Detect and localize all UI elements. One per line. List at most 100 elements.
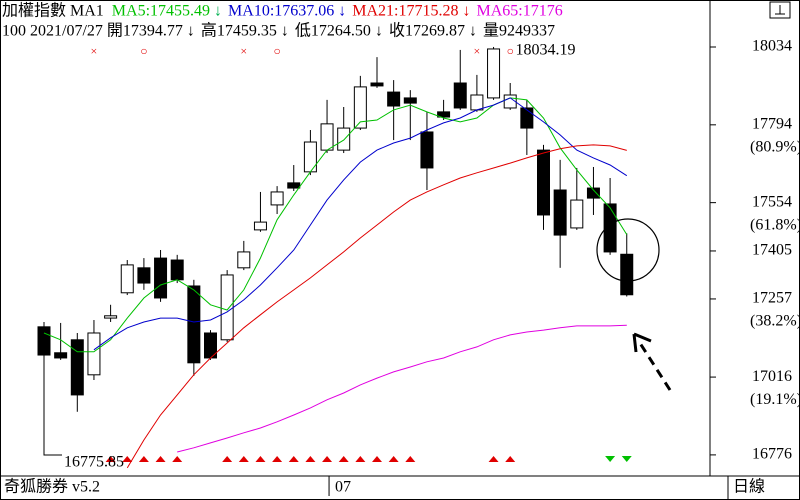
candle-body	[270, 191, 284, 206]
info-item: 低17264.50	[295, 22, 371, 40]
info-item: 收17269.87	[389, 22, 465, 40]
legend-entry: MA65:17176	[477, 3, 563, 20]
buy-signal	[222, 456, 233, 462]
buy-signal	[255, 456, 266, 462]
buy-signal	[105, 456, 116, 462]
candle-body	[303, 141, 317, 173]
candle-body	[187, 285, 201, 364]
buy-signal	[355, 456, 366, 462]
low-leader	[43, 355, 62, 456]
info-arrow: ↓	[187, 23, 195, 40]
ma-line	[126, 144, 627, 469]
top-signal: ×	[474, 44, 481, 58]
sell-signal	[621, 456, 632, 462]
buy-signal	[305, 456, 316, 462]
y-tick-label: 17405	[752, 242, 792, 259]
candle-body	[237, 251, 251, 269]
x-tick-label: 07	[335, 479, 351, 496]
y-tick-label: 17554	[752, 193, 792, 210]
header-ma: 加權指數 MA1 MA5:17455.49 ↓ MA10:17637.06 ↓ MA21:…	[2, 2, 563, 20]
top-signal: ○	[507, 44, 514, 58]
info-item: 開17394.77	[107, 23, 183, 40]
sell-signal	[605, 456, 616, 462]
y-tick-label: 17257	[752, 290, 792, 307]
top-signal: ×	[91, 44, 98, 58]
buy-signal	[372, 456, 382, 462]
info-item: 100 2021/07/27	[2, 23, 103, 40]
candle-body	[170, 259, 184, 281]
buy-signal	[505, 456, 516, 462]
toolbar-button[interactable]	[769, 1, 791, 19]
candle-body	[603, 203, 617, 253]
buy-signal	[172, 456, 183, 462]
info-arrow: ↓	[375, 23, 383, 40]
buy-signal	[155, 456, 166, 462]
candle-body	[120, 264, 134, 294]
buy-signal	[338, 456, 349, 462]
legend-arrow: ↓	[463, 3, 471, 20]
high-annotation: 18034.19	[516, 42, 576, 59]
y-tick-label: 17794	[752, 116, 792, 133]
buy-signal	[138, 456, 149, 462]
candle-body	[570, 199, 584, 229]
buy-signal	[488, 456, 499, 462]
candle-body	[137, 267, 151, 284]
y-tick-label: 18034	[752, 38, 792, 55]
index-name: 加權指數 MA1	[2, 2, 104, 20]
candle-body	[337, 127, 351, 151]
legend-entry: MA21:17715.28	[352, 3, 458, 20]
buy-signal	[272, 456, 283, 462]
buy-signal	[288, 456, 299, 462]
info-item: 高17459.35	[201, 22, 277, 40]
candle-body	[586, 187, 600, 199]
candle-body	[553, 189, 567, 236]
ratio-label: (38.2%)	[750, 313, 800, 330]
ma-line	[93, 97, 628, 351]
candle-body	[453, 82, 467, 109]
candle-body	[387, 91, 401, 107]
candle-body	[353, 86, 367, 129]
candle-body	[87, 332, 101, 376]
low-annotation: 16775.85	[64, 454, 124, 471]
candle-body	[253, 221, 267, 231]
buy-signal	[388, 456, 399, 462]
candle-body	[320, 123, 334, 151]
buy-signal	[322, 456, 333, 462]
candle-body	[470, 94, 484, 111]
top-signal: ○	[140, 44, 147, 58]
legend-arrow: ↓	[338, 3, 346, 20]
ratio-label: (80.9%)	[750, 139, 800, 156]
info-item: 量9249337	[483, 23, 555, 40]
info-arrow: ↓	[469, 23, 477, 40]
ma-line	[177, 324, 627, 453]
candle-body	[104, 315, 118, 319]
buy-signal	[122, 456, 133, 462]
period-label[interactable]: 日線	[733, 478, 765, 496]
legend-entry: MA10:17637.06	[228, 3, 334, 20]
y-tick-label: 17016	[752, 368, 792, 385]
candle-body	[437, 111, 451, 118]
info-arrow: ↓	[281, 23, 289, 40]
candle-body	[70, 339, 84, 396]
highlight-circle	[596, 218, 660, 282]
top-signal: ×	[240, 44, 247, 58]
ratio-label: (19.1%)	[750, 391, 800, 408]
candle-body	[620, 253, 634, 296]
legend-entry: MA5:17455.49	[112, 3, 210, 20]
candle-body	[520, 107, 534, 129]
candle-body	[287, 182, 301, 189]
candle-body	[537, 149, 550, 216]
ratio-label: (61.8%)	[750, 216, 800, 233]
candle-body	[154, 257, 168, 299]
top-signal: ○	[273, 44, 280, 58]
candle-body	[487, 48, 501, 99]
buy-signal	[238, 456, 249, 462]
candle-body	[54, 352, 68, 359]
legend-arrow: ↓	[214, 3, 222, 20]
candle-body	[370, 82, 384, 87]
pointer-arrow	[632, 332, 672, 391]
candle-body	[403, 97, 417, 104]
